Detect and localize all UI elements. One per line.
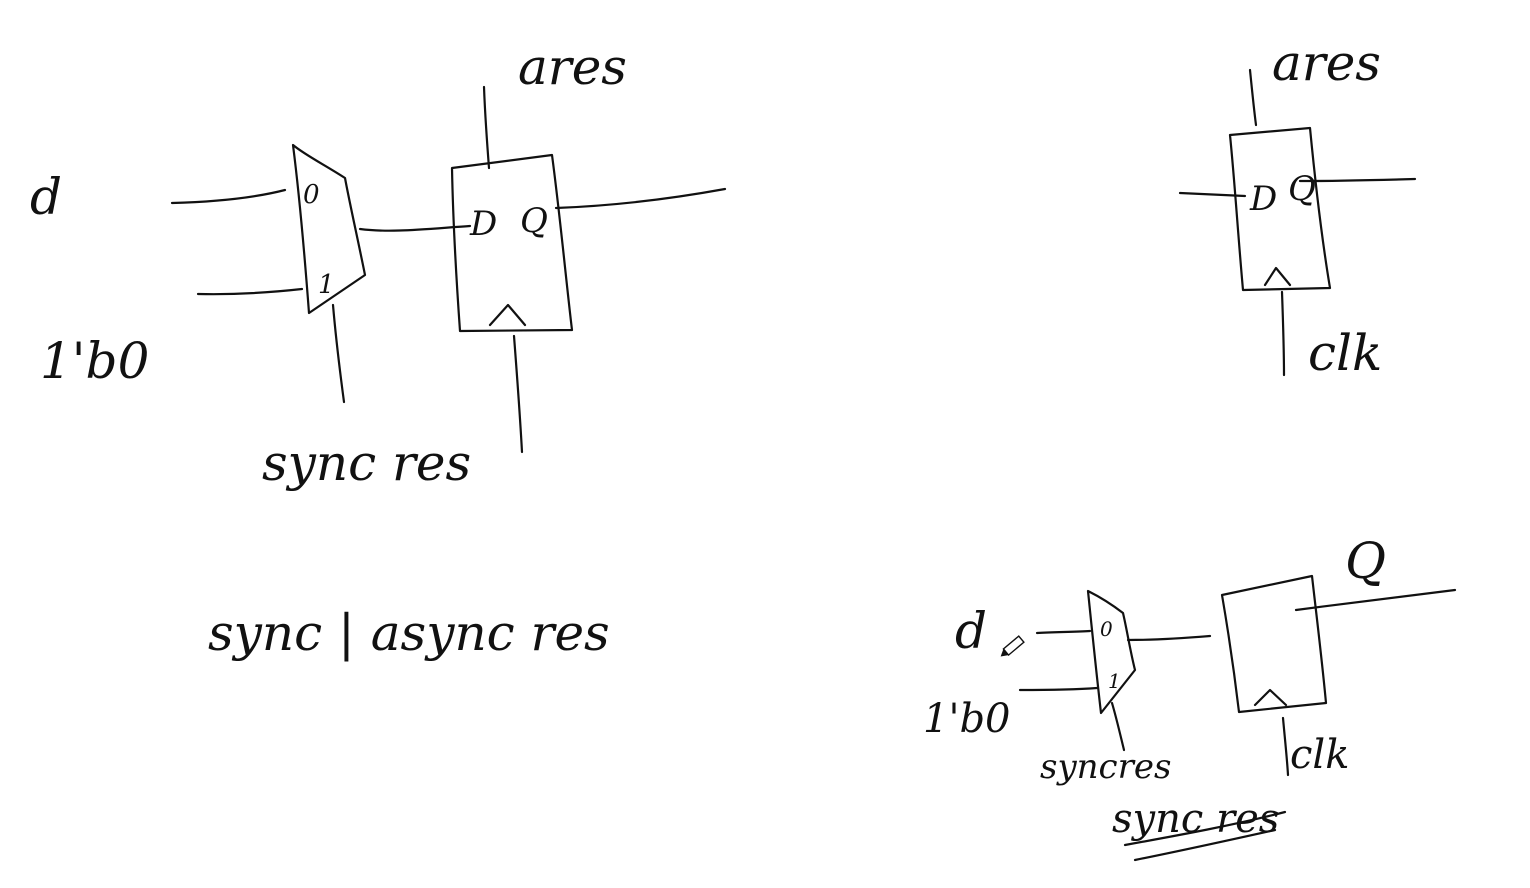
label-ff-pin-d: D bbox=[469, 204, 497, 244]
ff-output-wire-br bbox=[1294, 588, 1457, 612]
ff-clock-triangle-tr bbox=[1263, 266, 1292, 287]
flipflop-box-br bbox=[1220, 574, 1328, 714]
flipflop-box bbox=[450, 153, 574, 333]
label-input-const-br: 1'b0 bbox=[923, 696, 1011, 742]
label-mux-pin-0: 0 bbox=[303, 180, 320, 210]
label-mux-select: sync res bbox=[262, 434, 471, 492]
ff-reset-wire bbox=[482, 85, 491, 170]
label-input-d-br: d bbox=[955, 602, 987, 660]
label-ff-reset-tr: ares bbox=[1272, 34, 1381, 92]
label-mux-pin-1-br: 1 bbox=[1108, 669, 1121, 693]
label-mux-pin-1: 1 bbox=[318, 270, 335, 300]
flipflop-box-tr bbox=[1228, 126, 1332, 292]
ff-output-wire bbox=[554, 187, 727, 210]
label-ff-output-br: Q bbox=[1345, 532, 1386, 590]
pencil-cursor-icon bbox=[1000, 635, 1025, 657]
label-ff-pin-q: Q bbox=[520, 201, 548, 241]
ff-clock-wire bbox=[512, 334, 524, 454]
label-mux-select-br: syncres bbox=[1040, 747, 1171, 787]
diagram-top-right: ares D Q clk bbox=[1178, 34, 1417, 382]
wire-mux-to-ff bbox=[358, 224, 472, 232]
caption-underline-1 bbox=[1123, 810, 1287, 847]
center-note: sync | async res bbox=[208, 604, 610, 662]
label-caption-br: sync res bbox=[1112, 796, 1279, 842]
label-clock-br: clk bbox=[1290, 732, 1349, 778]
mux-select-wire bbox=[331, 303, 346, 404]
ff-input-wire-tr bbox=[1178, 191, 1247, 198]
ff-clock-wire-tr bbox=[1280, 290, 1286, 377]
mux-shape bbox=[291, 143, 367, 315]
ff-output-wire-tr bbox=[1298, 177, 1417, 183]
diagram-bottom-right: d 1'b0 0 1 syncres Q clk sync res bbox=[923, 532, 1457, 862]
ff-clock-triangle-br bbox=[1253, 688, 1288, 707]
label-sync-async-res: sync | async res bbox=[208, 604, 610, 662]
label-input-const: 1'b0 bbox=[40, 332, 149, 390]
label-ff-reset: ares bbox=[518, 38, 627, 96]
wire-const-to-mux-br bbox=[1018, 686, 1099, 692]
caption-underline-2 bbox=[1133, 828, 1277, 862]
mux-shape-br bbox=[1086, 589, 1137, 715]
mux-select-wire-br bbox=[1110, 701, 1126, 752]
label-clock-tr: clk bbox=[1308, 324, 1382, 382]
diagram-left: d 1'b0 0 1 sync res ares D Q bbox=[30, 38, 727, 492]
wire-d-to-mux bbox=[170, 188, 287, 205]
ff-clock-wire-br bbox=[1281, 716, 1290, 777]
label-mux-pin-0-br: 0 bbox=[1100, 617, 1113, 641]
ff-clock-triangle bbox=[488, 303, 527, 327]
ff-reset-wire-tr bbox=[1248, 68, 1258, 127]
label-ff-pin-q-tr: Q bbox=[1288, 169, 1316, 209]
wire-mux-to-ff-br bbox=[1126, 634, 1212, 642]
label-ff-pin-d-tr: D bbox=[1249, 179, 1277, 219]
wire-d-to-mux-br bbox=[1035, 629, 1092, 635]
wire-const-to-mux bbox=[196, 287, 304, 296]
label-input-d: d bbox=[30, 168, 62, 226]
